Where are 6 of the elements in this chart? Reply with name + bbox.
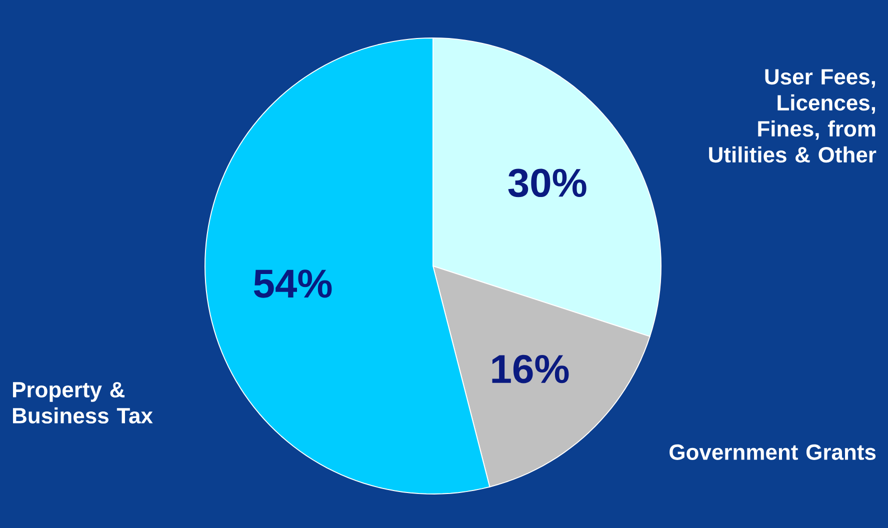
- data-label: 16%: [492, 354, 569, 384]
- slice-label: User Fees, Licences, Fines, from Utilities & Other: [709, 69, 876, 163]
- slice-label: Property & Business Tax: [13, 382, 153, 424]
- slice-label: Government Grants: [670, 444, 876, 460]
- data-label: 54%: [254, 270, 332, 298]
- data-label: 30%: [508, 168, 586, 198]
